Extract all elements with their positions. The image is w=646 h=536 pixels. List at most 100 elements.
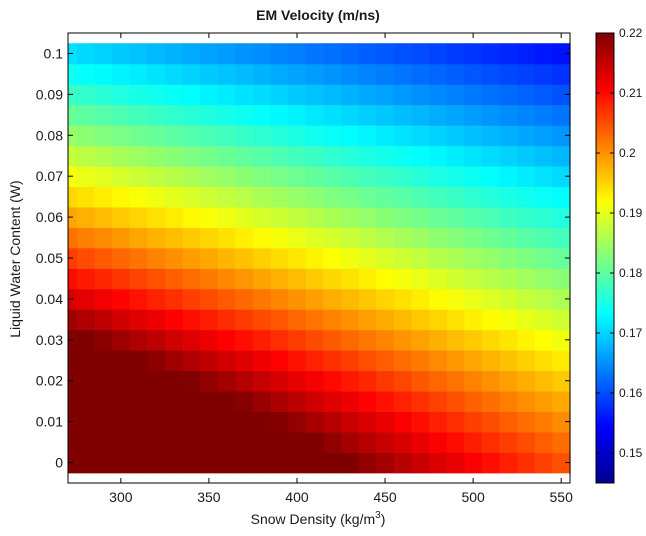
heatmap-cell (464, 268, 483, 290)
heatmap-cell (305, 309, 324, 331)
heatmap-cell (393, 370, 413, 392)
heatmap-cell (68, 431, 78, 453)
heatmap-cell (182, 125, 201, 147)
heatmap-cell (499, 206, 518, 228)
heatmap-cell (323, 84, 342, 106)
heatmap-cell (305, 411, 324, 433)
heatmap-cell (235, 288, 254, 310)
heatmap-cell (182, 309, 201, 331)
heatmap-cell (481, 370, 501, 392)
heatmap-cell (323, 309, 342, 331)
heatmap-cell (164, 104, 184, 126)
heatmap-cell (129, 390, 148, 412)
heatmap-cell (499, 247, 518, 269)
heatmap-cell (446, 63, 465, 85)
heatmap-cell (200, 390, 219, 412)
heatmap-cell (323, 452, 342, 474)
heatmap-cell (235, 227, 254, 249)
heatmap-cell (305, 104, 324, 126)
heatmap-cell (200, 145, 219, 167)
heatmap-cell (288, 452, 307, 474)
heatmap-cell (517, 309, 536, 331)
heatmap-cell (481, 390, 501, 412)
heatmap-cell (76, 63, 96, 85)
heatmap-cell (76, 452, 96, 474)
heatmap-cell (446, 309, 465, 331)
heatmap-cell (270, 125, 289, 147)
heatmap-cell (499, 186, 518, 208)
colorbar-tick-label: 0.18 (619, 266, 643, 280)
heatmap-cell (270, 63, 289, 85)
heatmap-cell (164, 227, 184, 249)
heatmap-cell (376, 288, 395, 310)
heatmap-cell (147, 350, 166, 372)
heatmap-cell (376, 186, 395, 208)
heatmap-cell (517, 145, 536, 167)
heatmap-cell (481, 125, 501, 147)
heatmap-cell (235, 431, 254, 453)
heatmap-cell (147, 165, 166, 187)
heatmap-cell (411, 452, 430, 474)
heatmap-cell (481, 227, 501, 249)
heatmap-cell (534, 43, 553, 65)
heatmap-cell (288, 43, 307, 65)
heatmap-cell (270, 206, 289, 228)
x-axis: 300 350 400 450 500 550 (109, 33, 573, 505)
x-tick-label: 300 (109, 489, 133, 505)
colorbar-tick-label: 0.22 (619, 26, 643, 40)
heatmap-cell (411, 206, 430, 228)
heatmap-cell (112, 104, 131, 126)
heatmap-cell (429, 125, 448, 147)
heatmap-cell (552, 43, 571, 65)
heatmap-cell (164, 309, 184, 331)
heatmap-cell (499, 309, 518, 331)
heatmap-cell (464, 370, 483, 392)
heatmap-cell (112, 43, 131, 65)
heatmap-cell (446, 145, 465, 167)
heatmap-cell (534, 350, 553, 372)
heatmap-cell (358, 390, 377, 412)
heatmap-cell (270, 431, 289, 453)
heatmap-cell (534, 227, 553, 249)
heatmap-cell (217, 268, 236, 290)
heatmap-cell (534, 309, 553, 331)
heatmap-cell (376, 452, 395, 474)
heatmap-cell (411, 43, 430, 65)
heatmap-cell (182, 84, 201, 106)
colorbar-tick-label: 0.2 (619, 146, 636, 160)
y-tick-label: 0.05 (36, 250, 63, 266)
heatmap-cell (411, 227, 430, 249)
heatmap-cell (147, 431, 166, 453)
heatmap-cell (235, 411, 254, 433)
heatmap-cell (411, 104, 430, 126)
heatmap-cell (76, 145, 96, 167)
heatmap-cell (411, 329, 430, 351)
heatmap-cell (517, 186, 536, 208)
heatmap-cell (411, 165, 430, 187)
heatmap-cell (341, 206, 360, 228)
heatmap-cell (323, 431, 342, 453)
heatmap-cell (534, 84, 553, 106)
heatmap-cell (464, 206, 483, 228)
heatmap-cell (235, 63, 254, 85)
heatmap-cell (147, 390, 166, 412)
heatmap-cell (270, 145, 289, 167)
heatmap-cell (217, 288, 236, 310)
heatmap-cell (112, 452, 131, 474)
heatmap-cell (534, 104, 553, 126)
heatmap-cell (68, 268, 78, 290)
heatmap-cell (112, 186, 131, 208)
heatmap-cell (358, 411, 377, 433)
colorbar-tick-label: 0.17 (619, 326, 643, 340)
heatmap-cell (411, 145, 430, 167)
heatmap-cell (499, 145, 518, 167)
heatmap-cell (358, 84, 377, 106)
heatmap-cell (358, 63, 377, 85)
heatmap-cell (481, 104, 501, 126)
heatmap-cell (147, 411, 166, 433)
heatmap-cell (129, 247, 148, 269)
heatmap-cell (200, 411, 219, 433)
heatmap-cell (358, 452, 377, 474)
heatmap-cell (94, 329, 113, 351)
heatmap-cell (288, 145, 307, 167)
